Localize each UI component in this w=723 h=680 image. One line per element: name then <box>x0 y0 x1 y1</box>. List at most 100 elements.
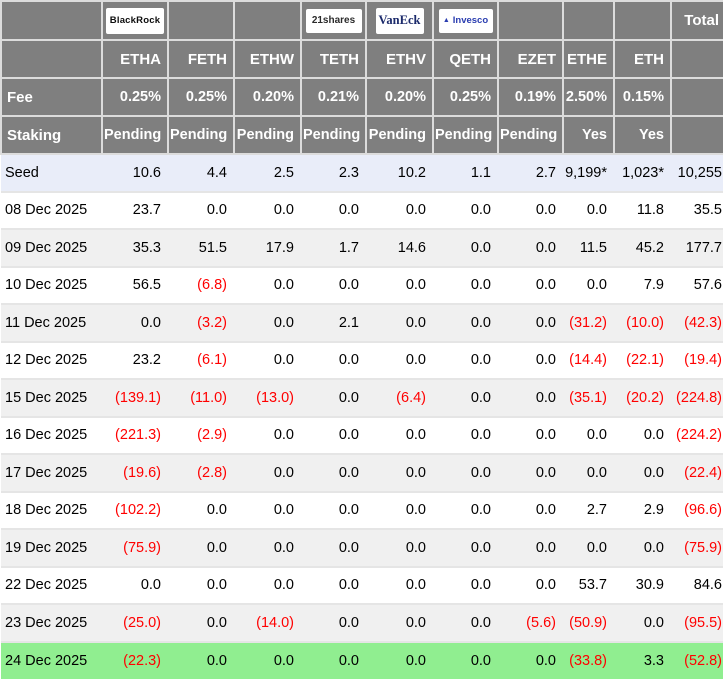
cell-qeth: 0.0 <box>433 190 498 229</box>
cell-ezet: 0.0 <box>498 228 563 267</box>
cell-ethw: 0.0 <box>234 490 301 529</box>
fee-value-ezet: 0.19% <box>497 77 564 117</box>
cell-etha: (102.2) <box>102 490 168 529</box>
cell-total: (224.2) <box>671 415 723 454</box>
cell-teth: 0.0 <box>301 190 366 229</box>
cell-ezet: 0.0 <box>498 265 563 304</box>
cell-feth: (6.1) <box>168 340 234 379</box>
cell-feth: (11.0) <box>168 378 234 417</box>
cell-etha: 56.5 <box>102 265 168 304</box>
issuer-name: 21shares <box>311 14 356 26</box>
cell-etha: 35.3 <box>102 228 168 267</box>
cell-total: 57.6 <box>671 265 723 304</box>
fee-value-ethe: 2.50% <box>562 77 615 117</box>
cell-ethe: (14.4) <box>563 340 614 379</box>
cell-ezet: 0.0 <box>498 640 563 679</box>
cell-ezet: 0.0 <box>498 415 563 454</box>
cell-ethv: 0.0 <box>366 303 433 342</box>
table-row-seed: Seed 10.6 4.4 2.5 2.3 10.2 1.1 2.7 9,199* 1,023* 1… <box>1 154 723 192</box>
cell-qeth: 0.0 <box>433 640 498 679</box>
cell-etha: (221.3) <box>102 415 168 454</box>
cell-qeth: 0.0 <box>433 490 498 529</box>
cell-ezet: (5.6) <box>498 603 563 642</box>
table-row-18-dec-2025: 18 Dec 2025 (102.2) 0.0 0.0 0.0 0.0 0.0 0.0 2.7 2… <box>1 490 723 529</box>
cell-feth: (2.9) <box>168 415 234 454</box>
cell-ezet: 0.0 <box>498 190 563 229</box>
issuer-cell-teth: 21shares <box>300 0 367 41</box>
table-row-11-dec-2025: 11 Dec 2025 0.0 (3.2) 0.0 2.1 0.0 0.0 0.0 (31.2)… <box>1 303 723 342</box>
staking-value-ethe: Yes <box>562 115 615 155</box>
cell-ethw: 17.9 <box>234 228 301 267</box>
staking-row-label: Staking <box>0 115 103 155</box>
cell-etha: 10.6 <box>132 164 161 181</box>
cell-ethe: 0.0 <box>563 453 614 492</box>
fee-value-feth: 0.25% <box>167 77 235 117</box>
cell-total: (22.4) <box>671 453 723 492</box>
cell-ethe: 2.7 <box>563 490 614 529</box>
cell-ezet: 0.0 <box>498 340 563 379</box>
total-fee-blank <box>670 77 723 117</box>
issuer-name: VanEck <box>378 13 421 28</box>
cell-total: 84.6 <box>671 565 723 604</box>
cell-eth: 30.9 <box>614 565 671 604</box>
cell-ethe: 11.5 <box>563 228 614 267</box>
cell-ethv: 0.0 <box>366 415 433 454</box>
cell-teth: 1.7 <box>301 228 366 267</box>
cell-eth: (20.2) <box>614 378 671 417</box>
issuer-cell-etha: BlackRock <box>101 0 169 41</box>
cell-total: 35.5 <box>671 190 723 229</box>
ticker-header-feth: FETH <box>167 39 235 79</box>
staking-value-feth: Pending <box>167 115 235 155</box>
cell-teth: 0.0 <box>301 603 366 642</box>
issuer-cell-empty-eth <box>613 0 672 41</box>
cell-feth: 51.5 <box>168 228 234 267</box>
cell-total: (75.9) <box>671 528 723 567</box>
cell-eth: 2.9 <box>614 490 671 529</box>
cell-eth: (10.0) <box>614 303 671 342</box>
staking-row: Staking Pending Pending Pending Pending Pend… <box>0 115 723 155</box>
cell-feth: (3.2) <box>168 303 234 342</box>
cell-etha: (22.3) <box>102 640 168 679</box>
cell-qeth: 0.0 <box>433 303 498 342</box>
cell-feth: 0.0 <box>168 528 234 567</box>
row-label: 09 Dec 2025 <box>1 228 102 267</box>
cell-ethw: 0.0 <box>234 453 301 492</box>
fee-value-etha: 0.25% <box>101 77 169 117</box>
etha-issuer-logo: BlackRock <box>106 7 164 34</box>
corner-cell <box>0 0 103 41</box>
cell-ezet: 0.0 <box>498 303 563 342</box>
table-row-17-dec-2025: 17 Dec 2025 (19.6) (2.8) 0.0 0.0 0.0 0.0 0.0 0.0… <box>1 453 723 492</box>
cell-ethe: 9,199* <box>565 164 607 181</box>
ticker-header-etha: ETHA <box>101 39 169 79</box>
cell-ezet: 2.7 <box>535 164 556 181</box>
cell-etha: 0.0 <box>102 565 168 604</box>
row-label: 17 Dec 2025 <box>1 453 102 492</box>
cell-ethe: 53.7 <box>563 565 614 604</box>
row-label: 24 Dec 2025 <box>1 640 102 679</box>
cell-etha: (139.1) <box>102 378 168 417</box>
cell-eth: 7.9 <box>614 265 671 304</box>
cell-ethe: 0.0 <box>563 190 614 229</box>
cell-ethe: (31.2) <box>563 303 614 342</box>
cell-etha: (25.0) <box>102 603 168 642</box>
cell-feth: 4.4 <box>206 164 227 181</box>
cell-feth: 0.0 <box>168 490 234 529</box>
cell-qeth: 0.0 <box>433 378 498 417</box>
cell-ethv: 14.6 <box>366 228 433 267</box>
fee-value-ethw: 0.20% <box>233 77 302 117</box>
cell-etha: (75.9) <box>102 528 168 567</box>
cell-ethv: 0.0 <box>366 640 433 679</box>
cell-teth: 2.1 <box>301 303 366 342</box>
table-row-10-dec-2025: 10 Dec 2025 56.5 (6.8) 0.0 0.0 0.0 0.0 0.0 0.0 7.… <box>1 265 723 304</box>
fee-value-eth: 0.15% <box>613 77 672 117</box>
cell-eth: 0.0 <box>614 528 671 567</box>
staking-value-eth: Yes <box>613 115 672 155</box>
cell-ethw: 0.0 <box>234 265 301 304</box>
cell-ethe: (33.8) <box>563 640 614 679</box>
issuer-name: BlackRock <box>109 14 161 26</box>
cell-ethw: 0.0 <box>234 415 301 454</box>
row-label: 08 Dec 2025 <box>1 190 102 229</box>
issuer-cell-empty-feth <box>167 0 235 41</box>
cell-eth: 11.8 <box>614 190 671 229</box>
row-label: 23 Dec 2025 <box>1 603 102 642</box>
